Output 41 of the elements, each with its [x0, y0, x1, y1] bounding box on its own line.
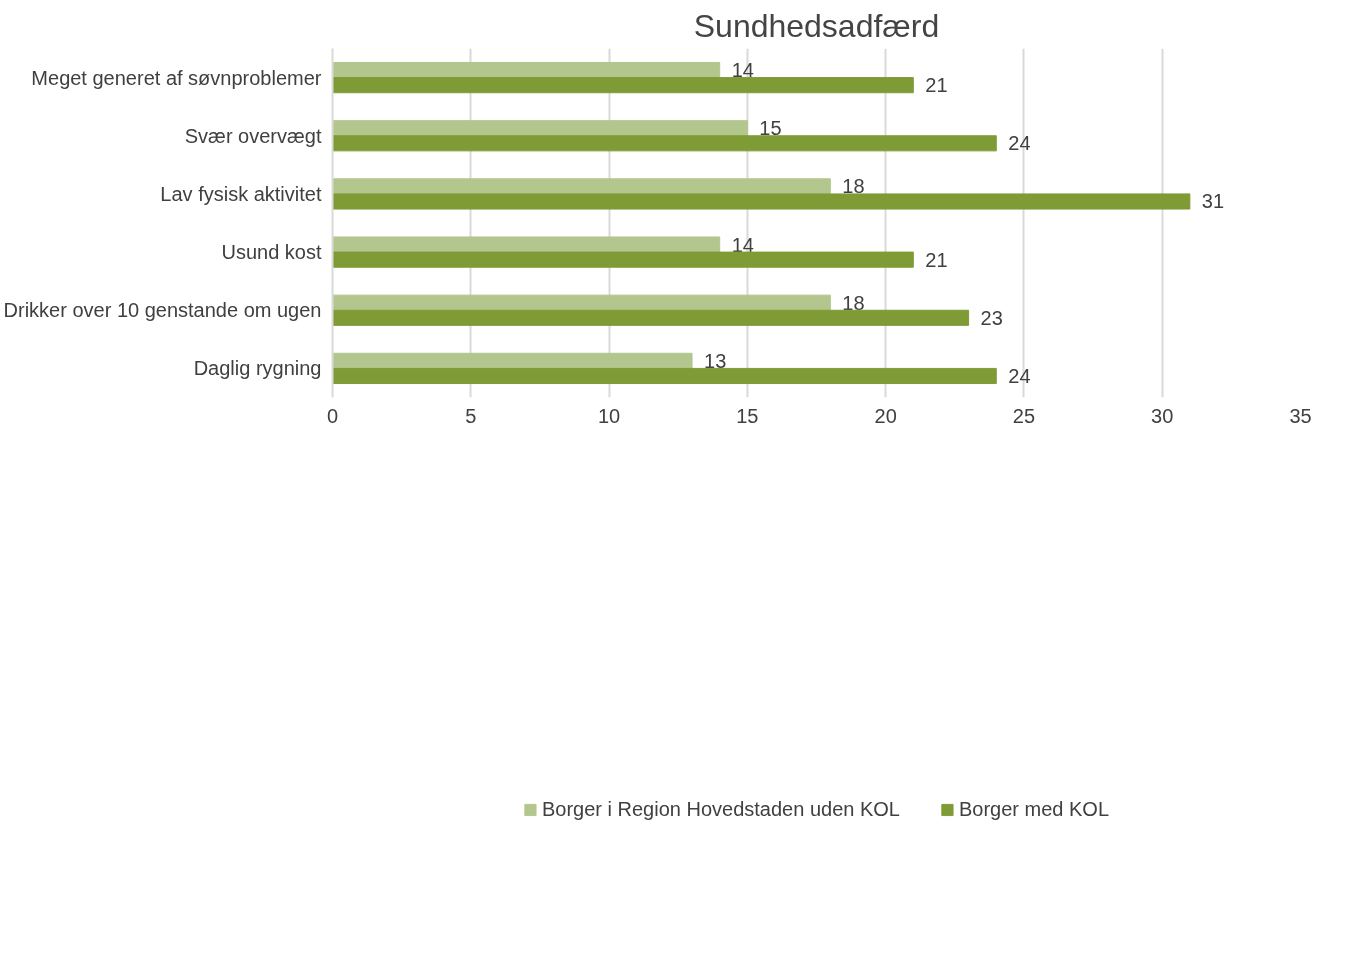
bar	[332, 309, 970, 326]
data-label: 23	[980, 306, 1003, 329]
data-label: 15	[759, 117, 782, 140]
bar	[332, 352, 693, 369]
data-label: 21	[925, 248, 948, 271]
data-label: 14	[731, 59, 754, 82]
data-label: 31	[1201, 190, 1225, 213]
bar	[332, 135, 997, 152]
x-tick-label: 15	[736, 404, 759, 427]
data-label: 13	[704, 349, 727, 372]
data-label: 18	[842, 175, 865, 198]
legend-label: Borger med KOL	[958, 797, 1110, 821]
x-tick-label: 0	[326, 404, 339, 427]
y-tick-label: Daglig rygning	[193, 357, 322, 380]
y-tick-label: Lav fysisk aktivitet	[160, 182, 322, 205]
chart-title: Sundhedsadfærd	[693, 7, 940, 44]
x-tick-label: 10	[597, 404, 621, 427]
y-tick-label: Meget generet af søvnproblemer	[31, 66, 322, 89]
data-label: 24	[1008, 364, 1031, 387]
bar	[332, 294, 831, 311]
bar	[332, 178, 831, 195]
x-tick-label: 20	[874, 404, 897, 427]
x-tick-label: 30	[1151, 404, 1174, 427]
bar	[332, 236, 721, 253]
y-tick-label: Svær overvægt	[184, 124, 322, 147]
x-tick-label: 25	[1012, 404, 1036, 427]
bar	[332, 61, 721, 79]
legend-label: Borger i Region Hovedstaden uden KOL	[541, 797, 900, 821]
bar	[332, 193, 1191, 210]
data-label: 18	[842, 291, 865, 314]
bar	[332, 120, 748, 137]
bar	[332, 77, 914, 94]
bar	[332, 367, 997, 385]
y-tick-label: Drikker over 10 genstande om ugen	[3, 299, 322, 322]
data-label: 14	[731, 233, 754, 256]
data-label: 24	[1008, 132, 1031, 155]
x-tick-label: 5	[465, 404, 477, 427]
x-tick-label: 35	[1289, 404, 1312, 427]
data-label: 21	[925, 74, 948, 97]
y-tick-label: Usund kost	[221, 241, 322, 264]
bar	[332, 251, 914, 268]
